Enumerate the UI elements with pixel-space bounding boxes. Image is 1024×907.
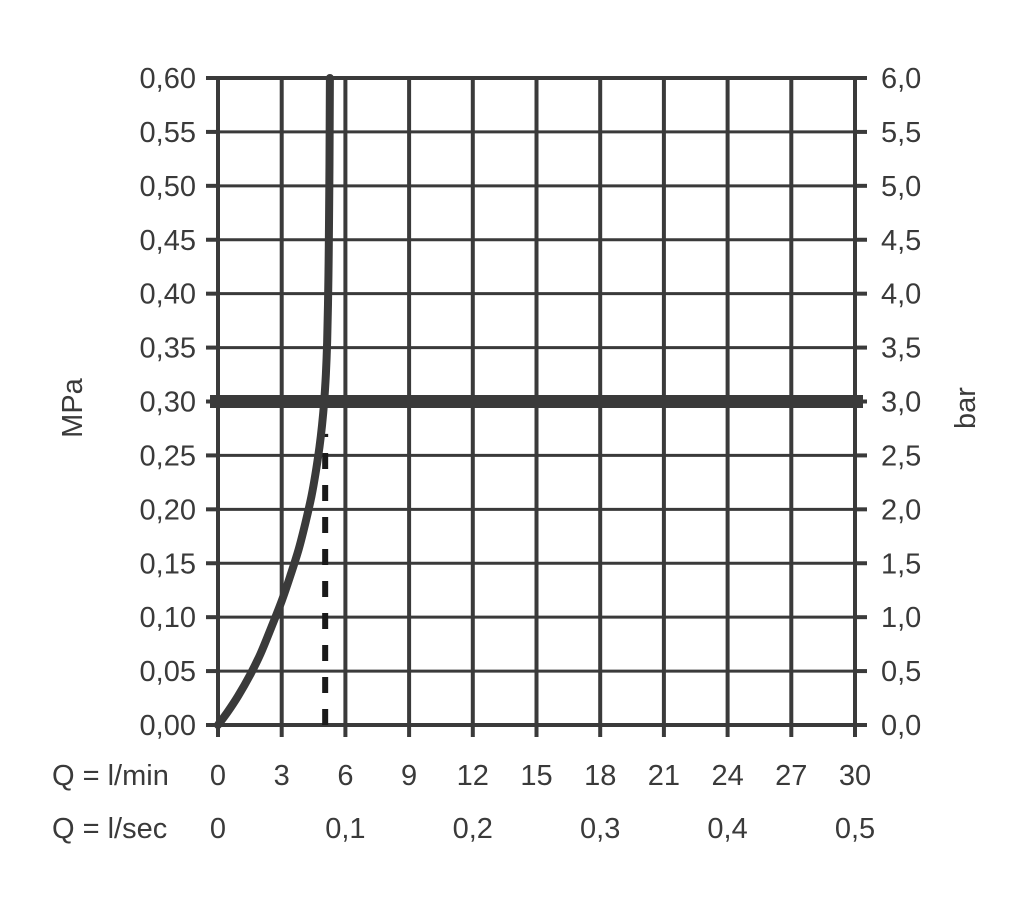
right-axis-tick-label: 6,0: [881, 63, 921, 95]
left-axis-tick-label: 0,40: [140, 279, 196, 311]
right-axis-title: bar: [950, 387, 982, 429]
x-axis-primary-tick-label: 18: [584, 760, 616, 792]
x-axis-primary-tick-label: 9: [401, 760, 417, 792]
left-axis-title: MPa: [57, 377, 89, 438]
right-axis-tick-label: 4,0: [881, 279, 921, 311]
x-axis-primary-tick-label: 27: [775, 760, 807, 792]
left-axis-tick-label: 0,30: [140, 387, 196, 419]
left-axis-tick-label: 0,05: [140, 656, 196, 688]
x-axis-primary-tick-label: 30: [839, 760, 871, 792]
axis-tick-marks-layer: [206, 76, 867, 737]
x-axis-secondary-tick-label: 0,4: [707, 813, 747, 845]
x-axis-primary-tick-label: 0: [210, 760, 226, 792]
right-axis-tick-label: 0,0: [881, 710, 921, 742]
x-axis-primary-tick-label: 24: [711, 760, 743, 792]
x-axis-primary-tick-label: 3: [274, 760, 290, 792]
left-axis-tick-label: 0,35: [140, 333, 196, 365]
right-axis-tick-label: 5,5: [881, 117, 921, 149]
left-axis-tick-label: 0,15: [140, 548, 196, 580]
x-axis-secondary-tick-label: 0,2: [453, 813, 493, 845]
left-axis-tick-label: 0,25: [140, 440, 196, 472]
left-axis-tick-label: 0,50: [140, 171, 196, 203]
pressure-loss-curve: [214, 74, 334, 729]
left-axis-tick-label: 0,60: [140, 63, 196, 95]
x-axis-primary-tick-label: 6: [337, 760, 353, 792]
left-axis-tick-label: 0,10: [140, 602, 196, 634]
right-axis-tick-label: 0,5: [881, 656, 921, 688]
left-axis-tick-label: 0,00: [140, 710, 196, 742]
x-axis-primary-tick-label: 15: [520, 760, 552, 792]
x-axis-primary-tick-label: 21: [648, 760, 680, 792]
left-axis-tick-label: 0,20: [140, 494, 196, 526]
axis-labels-layer: 0,600,550,500,450,400,350,300,250,200,15…: [52, 63, 982, 845]
right-axis-tick-label: 2,0: [881, 494, 921, 526]
x-axis-secondary-title: Q = l/sec: [52, 813, 167, 845]
x-axis-secondary-tick-label: 0: [210, 813, 226, 845]
x-axis-secondary-tick-label: 0,1: [325, 813, 365, 845]
x-axis-primary-tick-label: 12: [457, 760, 489, 792]
left-axis-tick-label: 0,45: [140, 225, 196, 257]
x-axis-secondary-tick-label: 0,3: [580, 813, 620, 845]
right-axis-tick-label: 3,5: [881, 333, 921, 365]
right-axis-tick-label: 2,5: [881, 440, 921, 472]
right-axis-tick-label: 5,0: [881, 171, 921, 203]
right-axis-tick-label: 4,5: [881, 225, 921, 257]
right-axis-tick-label: 1,0: [881, 602, 921, 634]
left-axis-tick-label: 0,55: [140, 117, 196, 149]
x-axis-secondary-tick-label: 0,5: [835, 813, 875, 845]
right-axis-tick-label: 3,0: [881, 387, 921, 419]
x-axis-primary-title: Q = l/min: [52, 760, 169, 792]
right-axis-tick-label: 1,5: [881, 548, 921, 580]
data-curve-layer: [214, 74, 334, 729]
